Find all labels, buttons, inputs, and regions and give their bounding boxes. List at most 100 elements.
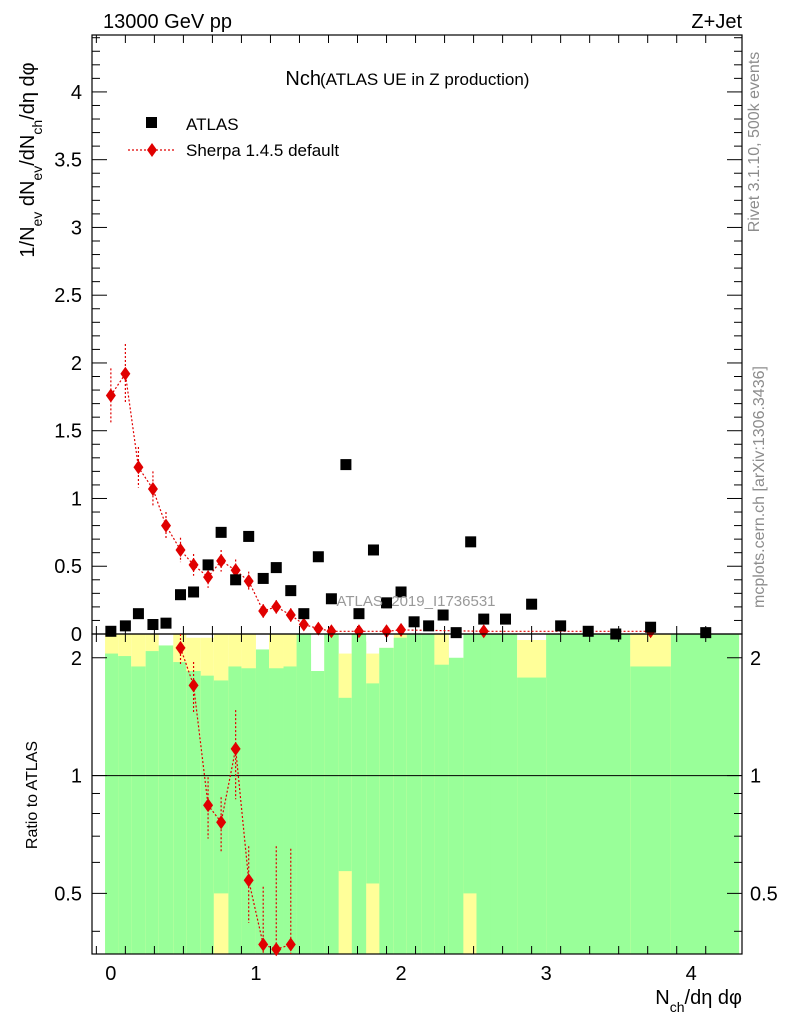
data-point-23: [423, 620, 435, 632]
band-inner-15: [311, 653, 325, 954]
ratio-xtick-label-1: 1: [250, 963, 261, 985]
band-inner-22: [406, 634, 422, 954]
band-inner-16: [324, 634, 339, 954]
band-inner-14: [296, 634, 312, 954]
main-ytick-label-1: 0.5: [54, 556, 82, 578]
main-ytick-label-6: 3: [71, 217, 82, 239]
band-low-yellow-3: [463, 893, 477, 954]
main-ytick-label-0: 0: [71, 624, 82, 646]
watermark: ATLAS_2019_I1736531: [336, 593, 495, 610]
band-inner-5: [173, 662, 187, 954]
band-inner-10: [241, 668, 256, 954]
ratio-mc-point-7: [271, 942, 282, 957]
ratio-ylabel: Ratio to ATLAS: [24, 741, 41, 849]
mc-point-14: [298, 617, 309, 632]
data-point-30: [555, 620, 567, 632]
ratio-ytick-label-1: 1: [71, 766, 82, 788]
band-inner-24: [434, 664, 449, 954]
ratio-mc-point-1: [188, 678, 199, 693]
band-inner-12: [269, 668, 284, 954]
ratio-panel: 0 1 2 3 4 0.5 0.5 1 1 2 2: [54, 633, 778, 985]
mc-point-11: [258, 603, 269, 618]
band-inner-31: [630, 666, 671, 954]
mc-point-3: [147, 481, 158, 496]
header-left: 13000 GeV pp: [103, 11, 232, 33]
data-point-21: [395, 586, 407, 598]
mc-point-20: [478, 624, 489, 639]
band-inner-7: [200, 675, 214, 954]
band-hole-2: [448, 634, 464, 658]
data-point-14: [298, 608, 310, 620]
band-hole-0: [311, 634, 325, 672]
mc-point-17: [353, 624, 364, 639]
main-ytick-label-8: 4: [71, 82, 82, 104]
data-point-1: [119, 620, 131, 632]
band-inner-25: [448, 634, 464, 954]
side-rivet: Rivet 3.1.10, 500k events: [746, 52, 763, 233]
band-inner-3: [145, 651, 159, 954]
mc-line: [110, 372, 651, 632]
band-inner-4: [158, 645, 174, 954]
data-point-28: [500, 613, 512, 625]
data-point-3: [147, 619, 159, 631]
data-point-5: [175, 589, 187, 601]
band-inner-0: [105, 653, 119, 954]
ratio-ytick-label-0: 0.5: [54, 883, 82, 905]
data-point-0: [105, 625, 117, 637]
mc-point-6: [188, 557, 199, 572]
band-hole-1: [366, 634, 380, 642]
plot-title: Nch: [285, 68, 321, 90]
band-inner-13: [283, 666, 297, 954]
data-point-11: [257, 572, 269, 584]
data-point-33: [645, 621, 657, 633]
ratio-mc-point-5: [243, 873, 254, 888]
ratio-mc-point-3: [216, 815, 227, 830]
data-point-29: [526, 598, 538, 610]
legend-data-label: ATLAS: [186, 115, 239, 134]
plot-subtitle: (ATLAS UE in Z production): [320, 70, 529, 89]
band-inner-26: [463, 634, 477, 954]
ratio-frame: [91, 633, 743, 955]
data-point-22: [408, 616, 420, 628]
data-point-2: [132, 608, 144, 620]
legend-mc-label: Sherpa 1.4.5 default: [186, 141, 339, 160]
band-inner-6: [186, 671, 201, 954]
ratio-mc-point-8: [285, 937, 296, 952]
data-point-7: [202, 559, 214, 571]
ratio-xtick-label-4: 4: [686, 963, 697, 985]
band-inner-2: [131, 666, 146, 954]
data-point-34: [700, 627, 712, 639]
band-inner-9: [228, 666, 242, 954]
ratio-xtick-label-3: 3: [541, 963, 552, 985]
mc-point-7: [203, 570, 214, 585]
ratio-mc-point-4: [230, 741, 241, 756]
ratio-ytick-label-right-1: 1: [750, 766, 761, 788]
data-point-17: [340, 459, 352, 471]
data-point-15: [312, 551, 324, 563]
ratio-ytick-label-2: 2: [71, 648, 82, 670]
mc-point-10: [243, 574, 254, 589]
data-point-19: [367, 544, 379, 556]
mc-point-15: [313, 621, 324, 636]
mc-point-2: [133, 460, 144, 475]
ratio-ytick-label-right-2: 2: [750, 648, 761, 670]
main-panel: 0 0.5 1 1.5 2 2.5 3 3.5 4: [54, 34, 743, 646]
mc-point-12: [271, 599, 282, 614]
main-ytick-label-3: 1.5: [54, 421, 82, 443]
data-point-18: [353, 608, 365, 620]
data-point-16: [325, 593, 337, 605]
data-point-10: [243, 530, 255, 542]
band-inner-28: [490, 634, 518, 954]
band-inner-29: [517, 677, 547, 954]
header-right: Z+Jet: [691, 11, 742, 33]
mc-point-18: [381, 624, 392, 639]
data-point-12: [270, 562, 282, 574]
ratio-mc-point-2: [203, 798, 214, 813]
main-ylabel: 1/Nev dNev/dNch/dη dφ: [17, 62, 45, 257]
mc-point-9: [230, 563, 241, 578]
mc-point-1: [120, 366, 131, 381]
ratio-xtick-label-0: 0: [105, 963, 116, 985]
main-ytick-label-5: 2.5: [54, 285, 82, 307]
data-point-8: [215, 526, 227, 538]
